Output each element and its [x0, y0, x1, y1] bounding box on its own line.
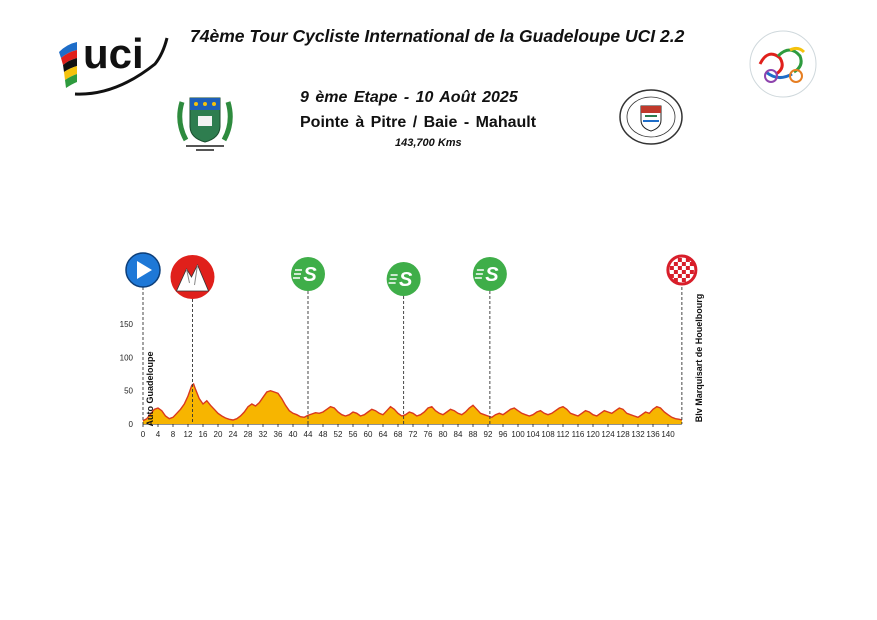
checkered-flag-icon — [666, 254, 698, 286]
profile-area — [143, 384, 682, 424]
x-tick-label: 128 — [616, 430, 630, 439]
play-triangle — [137, 261, 152, 279]
y-tick-label: 0 — [129, 420, 134, 429]
guadeloupe-coat-of-arms — [177, 97, 233, 151]
x-tick-label: 112 — [557, 430, 570, 439]
sprint-s-icon: S — [386, 262, 421, 296]
x-tick-label: 8 — [171, 430, 176, 439]
x-tick-label: 136 — [646, 430, 660, 439]
start-label: Auto Guadeloupe — [145, 352, 155, 427]
checker-square — [677, 274, 682, 278]
sprint-s-text: S — [399, 269, 413, 291]
checker-square — [681, 262, 686, 266]
x-tick-label: 32 — [259, 430, 268, 439]
checker-square — [689, 262, 694, 266]
race-title: 74ème Tour Cycliste International de la … — [190, 26, 685, 46]
x-tick-label: 88 — [469, 430, 478, 439]
checker-square — [677, 266, 682, 270]
x-tick-label: 0 — [141, 430, 146, 439]
checker-square — [685, 274, 690, 278]
y-tick-label: 100 — [120, 353, 134, 362]
stage-line: 9 ème Etape - 10 Août 2025 — [300, 89, 518, 106]
checker-square — [681, 270, 686, 274]
x-tick-label: 108 — [541, 430, 555, 439]
sprint-s-text: S — [485, 264, 499, 286]
checker-square — [685, 266, 690, 270]
play-icon — [125, 252, 161, 288]
x-tick-label: 84 — [454, 430, 463, 439]
x-tick-label: 104 — [526, 430, 540, 439]
x-tick-label: 24 — [229, 430, 238, 439]
y-tick-label: 150 — [120, 320, 134, 329]
x-tick-label: 100 — [511, 430, 525, 439]
sprint-s-icon: S — [472, 257, 507, 291]
sprint-marker-circle — [291, 257, 325, 291]
x-tick-label: 132 — [631, 430, 645, 439]
x-tick-label: 36 — [274, 430, 283, 439]
mountain-shape — [175, 264, 210, 292]
x-tick-label: 4 — [156, 430, 161, 439]
y-tick-label: 50 — [124, 387, 133, 396]
x-tick-label: 68 — [394, 430, 403, 439]
checker-square — [669, 266, 674, 270]
baie-mahault-seal — [619, 89, 683, 145]
x-tick-label: 48 — [319, 430, 328, 439]
x-tick-label: 56 — [349, 430, 358, 439]
comite-regional-logo — [749, 30, 817, 98]
checker-square — [673, 278, 678, 282]
checker-square — [673, 270, 678, 274]
x-tick-label: 116 — [572, 430, 585, 439]
uci-logo: uci — [59, 30, 169, 96]
x-tick-label: 60 — [364, 430, 373, 439]
x-tick-label: 20 — [214, 430, 223, 439]
checker-square — [673, 262, 678, 266]
checker-square — [685, 258, 690, 262]
sprint-s-text: S — [303, 264, 317, 286]
checker-square — [681, 278, 686, 282]
x-tick-label: 76 — [424, 430, 433, 439]
x-tick-label: 64 — [379, 430, 388, 439]
stage-distance: 143,700 Kms — [395, 137, 462, 149]
x-tick-label: 140 — [661, 430, 675, 439]
x-tick-label: 124 — [601, 430, 615, 439]
elevation-profile — [142, 382, 683, 424]
sprint-marker-circle — [386, 262, 421, 296]
mountain-icon — [170, 255, 215, 299]
checker-square — [677, 258, 682, 262]
x-tick-label: 120 — [586, 430, 600, 439]
x-tick-label: 92 — [484, 430, 493, 439]
sprint-marker-circle — [472, 257, 507, 291]
x-tick-label: 96 — [499, 430, 508, 439]
x-tick-label: 44 — [304, 430, 313, 439]
x-tick-label: 72 — [409, 430, 418, 439]
x-tick-label: 40 — [289, 430, 298, 439]
y-axis: 0 50 100 150 — [120, 320, 134, 429]
checker-square — [669, 274, 674, 278]
x-tick-label: 80 — [439, 430, 448, 439]
x-tick-label: 52 — [334, 430, 343, 439]
uci-logo-text: uci — [83, 30, 144, 77]
finish-label: Blv Marquisart de Houelbourg — [694, 294, 704, 423]
x-tick-label: 28 — [244, 430, 253, 439]
checker-square — [689, 270, 694, 274]
x-tick-label: 12 — [184, 430, 193, 439]
x-tick-label: 16 — [199, 430, 208, 439]
route-line: Pointe à Pitre / Baie - Mahault — [300, 114, 537, 131]
uci-rainbow-bands — [59, 42, 77, 88]
sprint-s-icon: S — [291, 257, 325, 291]
x-axis: 0 4 8 12 16 20 24 28 32 36 40 44 48 52 56 60 64 68 72 76 80 8… — [141, 423, 682, 439]
mountain-shade — [186, 264, 198, 286]
profile-line — [142, 382, 683, 422]
